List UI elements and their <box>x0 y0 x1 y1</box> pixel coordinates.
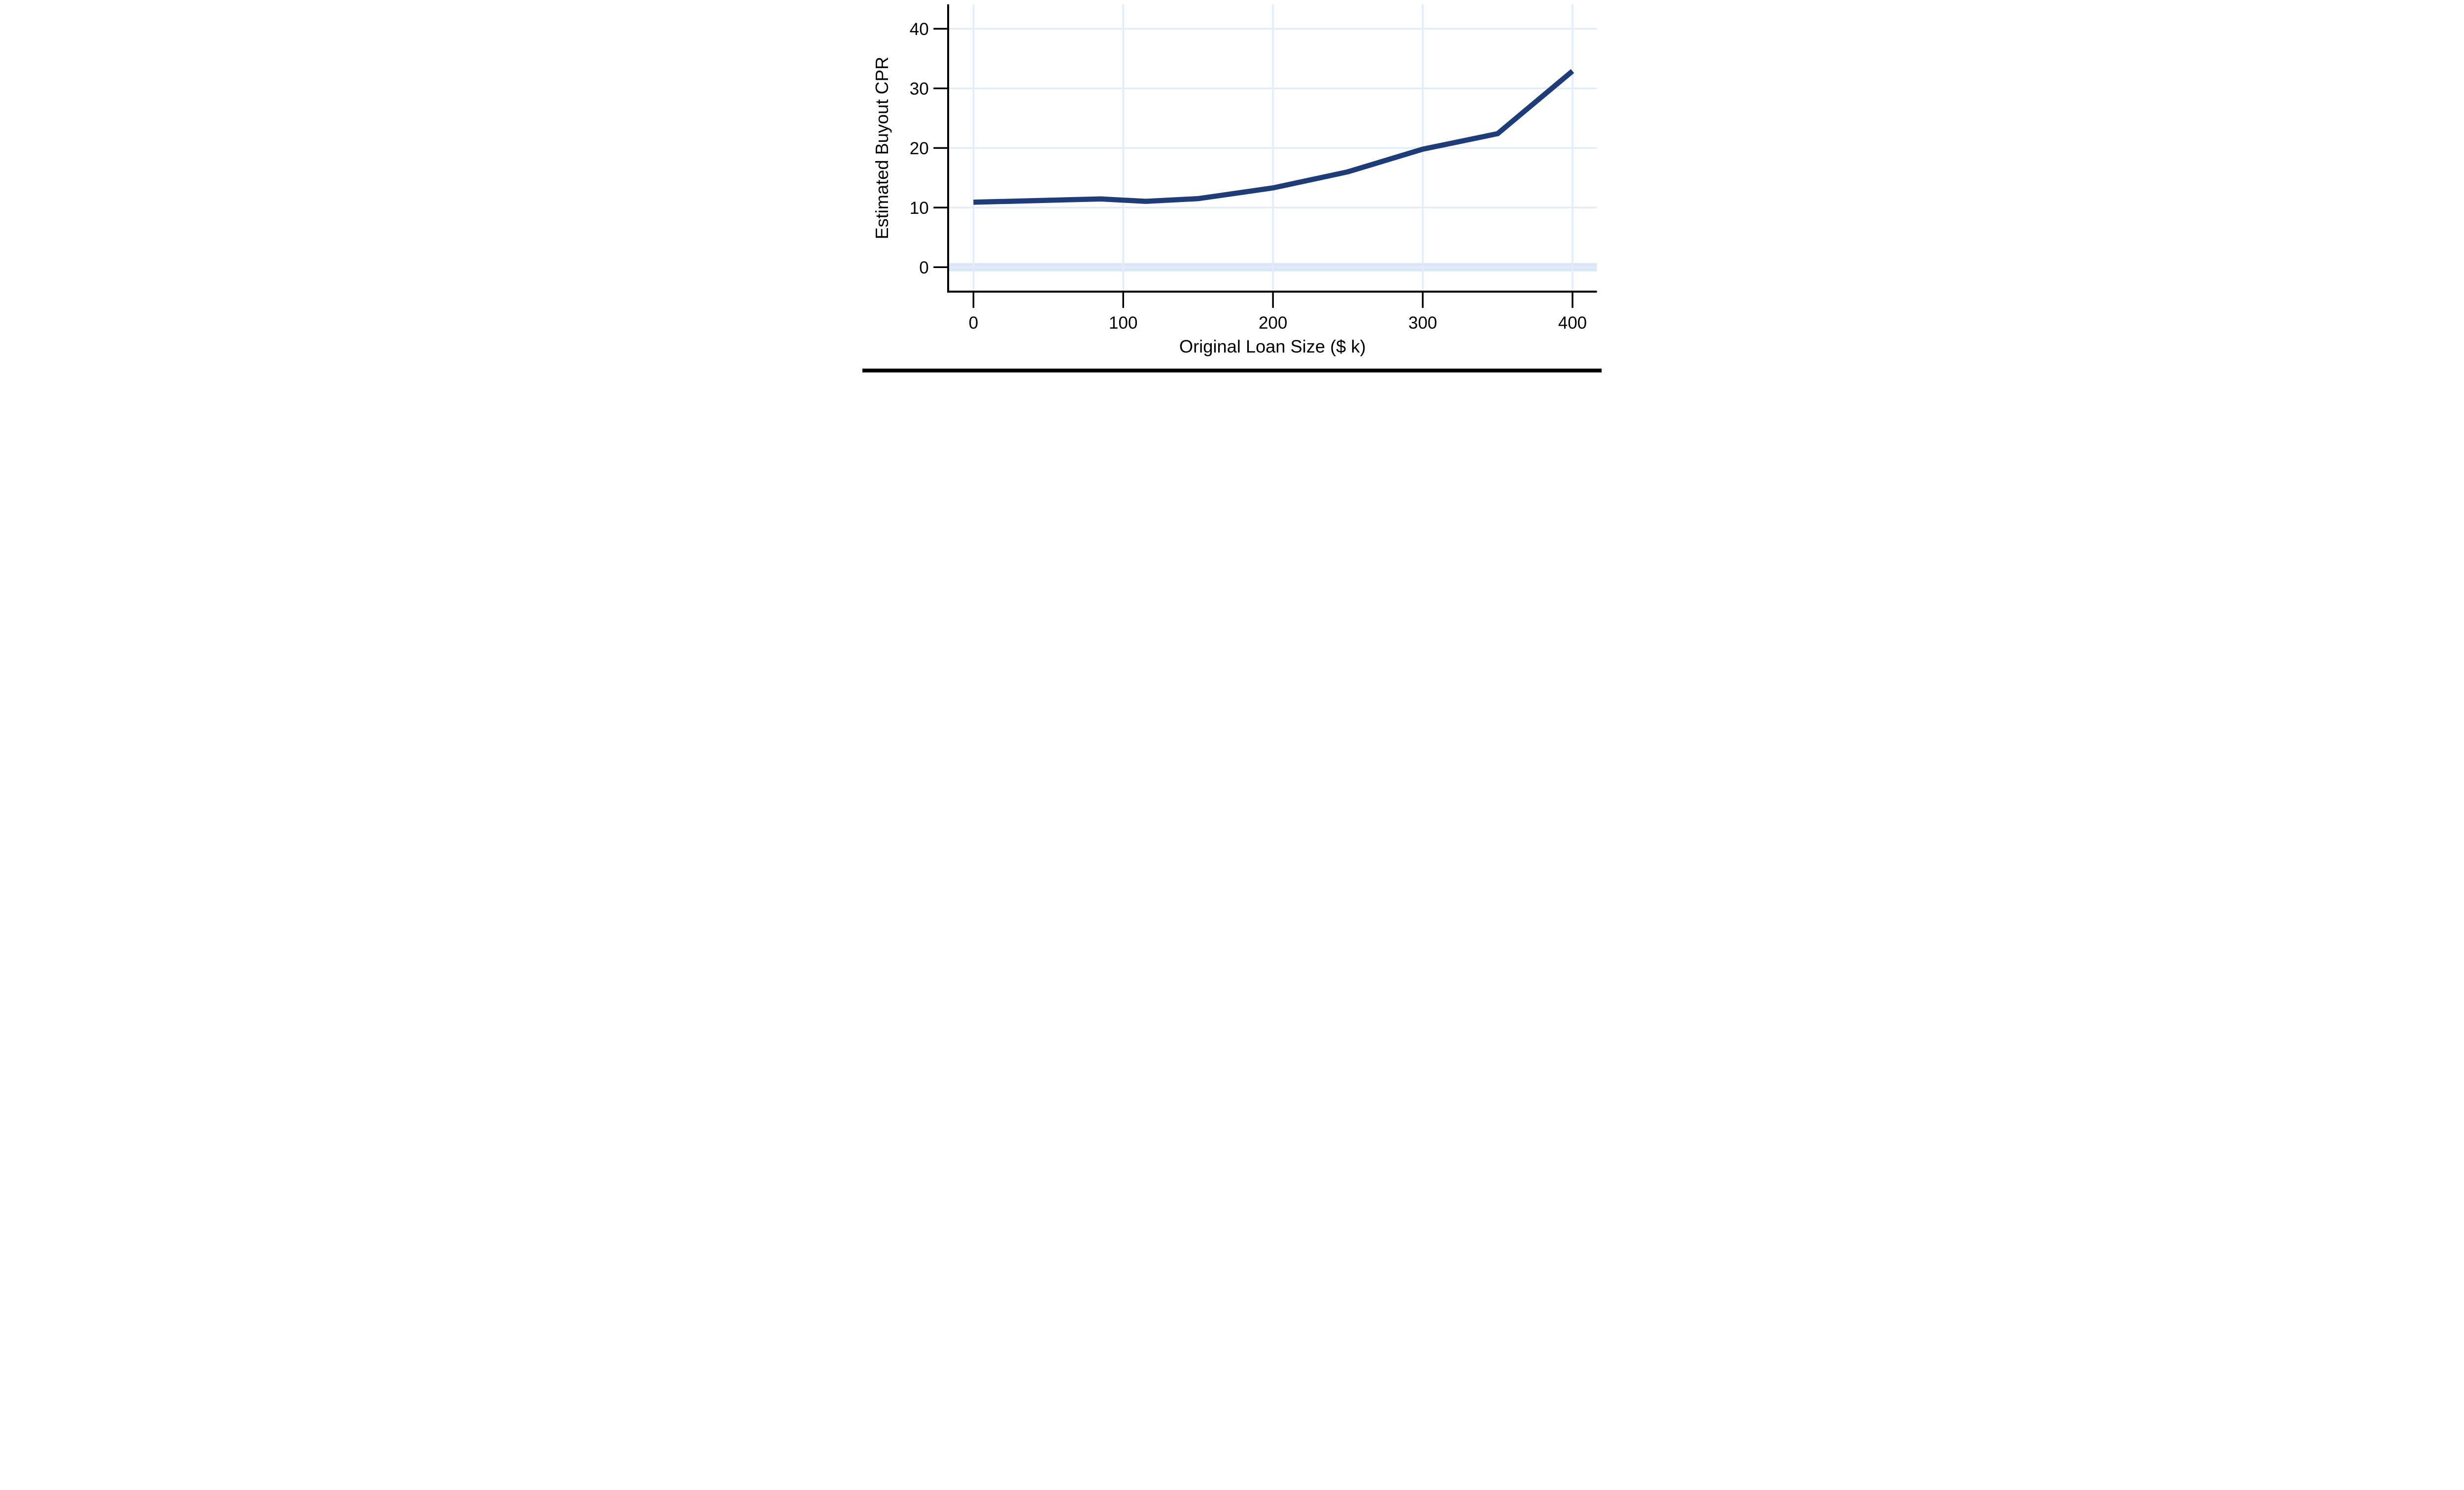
x-tick-label: 100 <box>1109 313 1137 333</box>
chart-page: 0 10 20 30 40 0 100 200 300 400 Original Loan Size… <box>862 0 1602 372</box>
y-tick-label: 20 <box>910 139 929 158</box>
x-axis-title: Original Loan Size ($ k) <box>1179 336 1366 356</box>
line-chart-figure: 0 10 20 30 40 0 100 200 300 400 Original Loan Size… <box>862 0 1602 372</box>
y-tick-label: 0 <box>919 258 928 277</box>
y-axis-title: Estimated Buyout CPR <box>872 57 892 239</box>
y-tick-label: 10 <box>910 199 929 218</box>
x-tick-label: 400 <box>1558 313 1587 333</box>
x-tick-label: 300 <box>1408 313 1437 333</box>
bottom-divider-bar <box>862 369 1602 372</box>
y-tick-label: 30 <box>910 79 929 99</box>
y-tick-label: 40 <box>910 20 929 39</box>
series-line <box>973 69 1574 205</box>
x-tick-label: 0 <box>969 313 978 333</box>
x-tick-label: 200 <box>1259 313 1287 333</box>
